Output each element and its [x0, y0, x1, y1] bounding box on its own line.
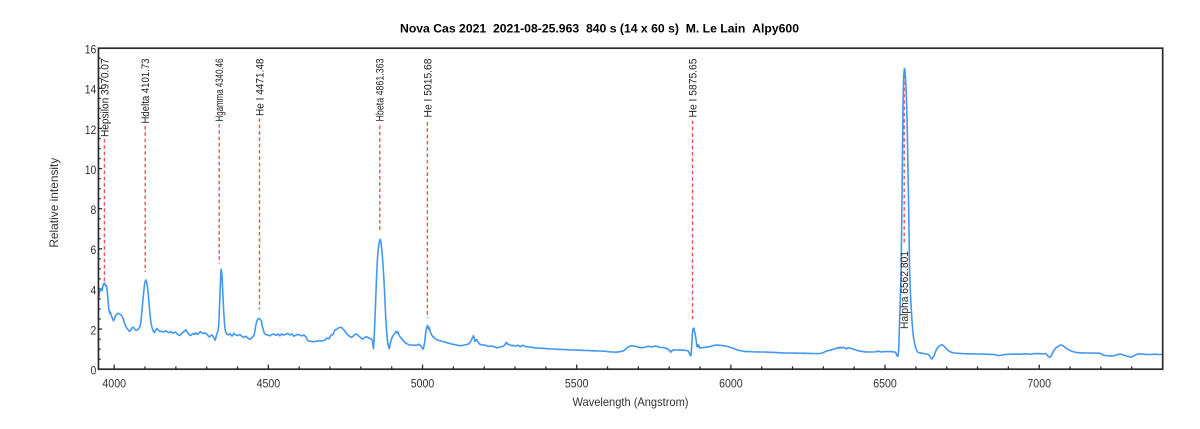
- svg-text:Relative intensity: Relative intensity: [47, 158, 61, 248]
- svg-text:0: 0: [91, 364, 97, 378]
- svg-text:He I 5015.68: He I 5015.68: [422, 59, 434, 118]
- svg-text:8: 8: [91, 203, 97, 217]
- svg-text:10: 10: [85, 163, 97, 177]
- svg-text:2: 2: [91, 324, 97, 338]
- svg-text:Nova Cas 2021 2021-08-25.963: Nova Cas 2021 2021-08-25.963 840 s (14 x…: [400, 22, 799, 36]
- svg-text:12: 12: [85, 123, 97, 137]
- svg-text:Wavelength (Angstrom): Wavelength (Angstrom): [573, 395, 689, 409]
- svg-text:4: 4: [91, 283, 97, 297]
- svg-text:6: 6: [91, 243, 97, 257]
- svg-text:He I 5875.65: He I 5875.65: [687, 59, 699, 118]
- svg-text:5500: 5500: [565, 376, 589, 390]
- svg-text:Hbeta 4861.363: Hbeta 4861.363: [375, 59, 387, 122]
- svg-text:Hepsilon 3970.07: Hepsilon 3970.07: [99, 59, 111, 138]
- svg-text:Hdelta 4101.73: Hdelta 4101.73: [140, 59, 152, 124]
- svg-text:4000: 4000: [102, 376, 126, 390]
- svg-text:16: 16: [85, 43, 97, 57]
- svg-text:7000: 7000: [1027, 376, 1051, 390]
- svg-text:Hgamma 4340.46: Hgamma 4340.46: [214, 59, 226, 122]
- svg-text:5000: 5000: [411, 376, 435, 390]
- svg-text:He I 4471.48: He I 4471.48: [254, 59, 266, 117]
- svg-text:14: 14: [85, 83, 97, 97]
- svg-text:Halpha 6562.801: Halpha 6562.801: [899, 251, 911, 329]
- svg-text:6500: 6500: [873, 376, 897, 390]
- svg-text:4500: 4500: [257, 376, 281, 390]
- svg-text:6000: 6000: [719, 376, 743, 390]
